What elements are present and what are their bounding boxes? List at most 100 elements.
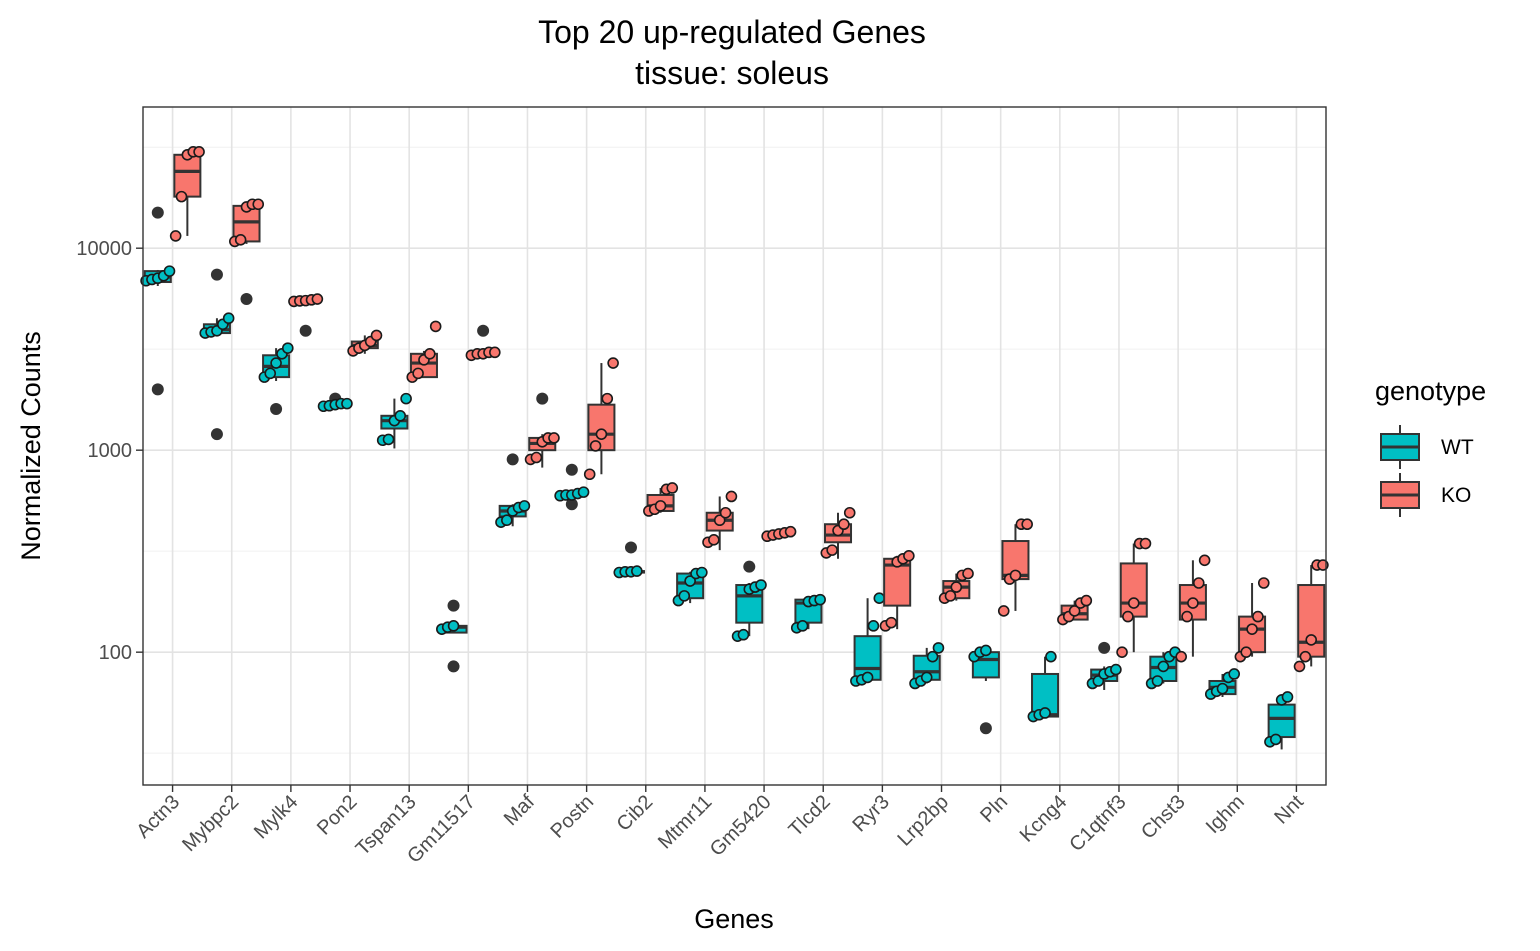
box-wt-pln (968, 644, 1000, 735)
outlier-point (1098, 641, 1111, 654)
data-point (708, 534, 720, 546)
data-point (962, 567, 974, 580)
data-point (755, 579, 767, 591)
x-tick-label: C1qtnf3 (1065, 791, 1130, 856)
data-point (518, 500, 531, 512)
data-point (163, 265, 176, 277)
box-ko-cib2 (643, 482, 679, 517)
y-tick-label: 1000 (88, 440, 133, 462)
data-point (1009, 569, 1022, 582)
box-wt-c1qtnf3 (1086, 641, 1122, 690)
box-ko-tlcd2 (820, 506, 856, 559)
y-tick-label: 100 (99, 642, 132, 664)
data-point (1116, 646, 1128, 658)
data-point (1110, 663, 1122, 676)
data-point (1293, 660, 1306, 673)
data-point (175, 190, 188, 203)
data-point (1305, 634, 1318, 646)
box-wt-nnt (1264, 691, 1296, 750)
data-point (980, 644, 992, 657)
outlier-point (979, 722, 992, 735)
outlier-point (299, 324, 312, 337)
box-wt-mybpc2 (199, 268, 235, 441)
box-ko-tspan13 (406, 320, 442, 383)
data-point (1198, 554, 1211, 567)
x-tick-label: Cib2 (613, 791, 658, 836)
box-wt-tlcd2 (790, 593, 826, 634)
data-point (222, 312, 235, 325)
box-wt-lrp2bp (909, 642, 945, 690)
box-ko-mybpc2 (229, 198, 265, 306)
data-point (1045, 650, 1057, 663)
data-point (501, 514, 513, 527)
box-body (173, 153, 202, 198)
box-ko-pon2 (347, 329, 383, 357)
data-point (1252, 610, 1264, 623)
outlier-point (565, 463, 578, 476)
data-point (1122, 610, 1134, 623)
box-ko-nnt (1293, 559, 1329, 673)
outlier-point (624, 541, 637, 554)
box-wt-tspan13 (376, 392, 412, 449)
data-point (678, 590, 691, 602)
data-point (1299, 650, 1312, 663)
data-point (424, 348, 436, 360)
data-point (843, 506, 856, 519)
box-ko-ighm (1234, 577, 1270, 663)
box-ko-c1qtnf3 (1116, 537, 1152, 658)
data-point (252, 198, 265, 211)
data-point (447, 620, 460, 632)
box-wt-gm5420 (731, 560, 767, 642)
data-point (950, 581, 963, 593)
data-point (548, 432, 560, 444)
chart-title-group: Top 20 up-regulated Genes tissue: soleus (538, 14, 926, 91)
outlier-point (210, 268, 223, 281)
data-point (234, 234, 247, 246)
data-point (1139, 537, 1152, 550)
y-axis-label: Normalized Counts (16, 331, 46, 561)
data-point (885, 616, 898, 629)
data-point (737, 628, 750, 641)
data-point (814, 593, 826, 606)
data-point (1192, 577, 1205, 589)
box-body (1297, 584, 1326, 658)
box-wt-ighm (1204, 668, 1240, 700)
box-ko-postn (583, 357, 619, 481)
data-point (719, 506, 732, 519)
box-wt-actn3 (140, 206, 176, 396)
legend-label: WT (1441, 436, 1474, 459)
x-tick-label: Chst3 (1137, 791, 1190, 844)
box-ko-actn3 (169, 146, 205, 242)
box-ko-lrp2bp (938, 567, 974, 605)
data-point (370, 329, 383, 342)
plot-panel (143, 107, 1326, 785)
data-point (944, 590, 957, 602)
data-point (400, 392, 412, 405)
data-point (382, 433, 395, 446)
series-wt (140, 206, 1296, 750)
box-wt-gm11517 (436, 599, 468, 673)
data-point (1216, 682, 1229, 695)
outlier-point (447, 660, 460, 673)
x-tick-label: Mylk4 (250, 791, 302, 843)
x-tick-label: Ryr3 (848, 791, 893, 836)
box-body (1267, 703, 1296, 739)
data-point (169, 230, 182, 242)
box-ko-mylk4 (288, 293, 324, 337)
data-point (489, 346, 501, 359)
outlier-point (536, 392, 549, 405)
box-wt-chst3 (1145, 646, 1181, 690)
data-point (666, 482, 679, 494)
box-ko-chst3 (1175, 554, 1211, 663)
data-point (903, 549, 915, 562)
box-ko-maf (524, 392, 560, 468)
x-axis-label: Genes (694, 904, 774, 934)
data-point (595, 428, 608, 440)
outlier-point (151, 383, 164, 396)
data-point (654, 500, 667, 512)
x-tick-label: Gm5420 (706, 791, 776, 861)
box-wt-maf (495, 453, 531, 529)
data-point (1269, 733, 1282, 746)
